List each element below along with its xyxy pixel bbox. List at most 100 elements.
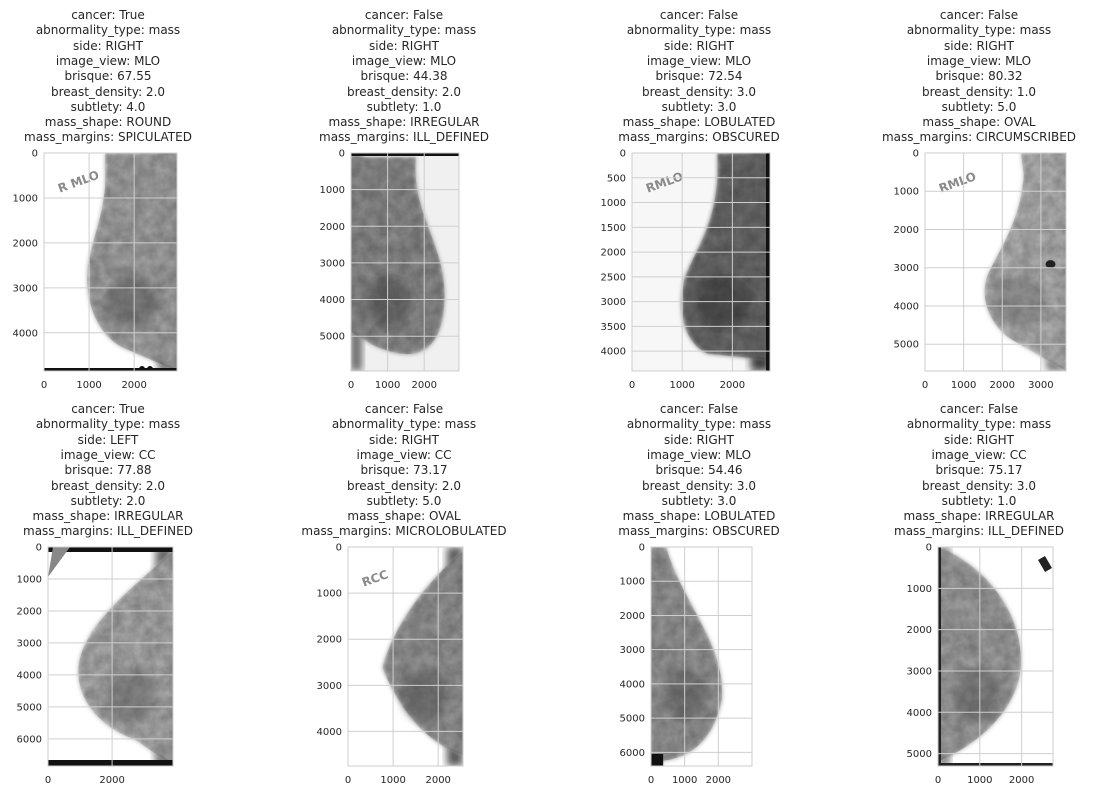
subplot-title-line: cancer: True bbox=[71, 402, 145, 416]
axes-frame bbox=[631, 152, 771, 372]
subplot-title-line: image_view: MLO bbox=[55, 53, 161, 68]
y-tick-label: 1500 bbox=[601, 223, 626, 234]
subplot-title-line: mass_margins: OBSCURED bbox=[618, 524, 780, 539]
subplot-title-line: mass_margins: ILL_DEFINED bbox=[894, 524, 1064, 539]
subplot-title-line: subtlety: 5.0 bbox=[941, 99, 1017, 114]
x-tick-label: 1000 bbox=[76, 380, 101, 391]
subplot-title-line: mass_margins: MICROLOBULATED bbox=[301, 524, 507, 539]
y-tick-label: 3000 bbox=[907, 666, 932, 677]
y-tick-label: 0 bbox=[620, 149, 626, 160]
x-tick-label: 0 bbox=[45, 775, 51, 786]
film-clip bbox=[147, 366, 153, 371]
axes-frame bbox=[43, 152, 178, 372]
x-tick-label: 0 bbox=[629, 380, 635, 391]
film-edge bbox=[651, 754, 664, 766]
subplot-title-line: abnormality_type: mass bbox=[35, 417, 181, 432]
x-tick-label: 1000 bbox=[951, 380, 976, 391]
subplot-title-line: mass_shape: LOBULATED bbox=[622, 509, 776, 524]
subplot-title-line: image_view: CC bbox=[60, 447, 156, 462]
y-tick-label: 4000 bbox=[317, 727, 342, 738]
subplot-title-line: mass_margins: OBSCURED bbox=[618, 130, 780, 145]
subplot-title-line: brisque: 75.17 bbox=[935, 463, 1023, 478]
film-corner bbox=[48, 547, 70, 577]
subplot-title-line: breast_density: 1.0 bbox=[921, 84, 1037, 99]
y-tick-label: 3000 bbox=[601, 297, 626, 308]
y-tick-label: 1000 bbox=[320, 185, 345, 196]
subplot-title-line: image_view: MLO bbox=[351, 53, 457, 68]
film-edge bbox=[48, 547, 173, 552]
subplot-title-line: subtlety: 1.0 bbox=[366, 99, 442, 114]
subplot-title-line: abnormality_type: mass bbox=[906, 417, 1052, 432]
x-tick-label: 1000 bbox=[669, 380, 694, 391]
x-tick-label: 2000 bbox=[990, 380, 1015, 391]
y-tick-label: 4000 bbox=[620, 679, 645, 690]
subplot-title-line: subtlety: 4.0 bbox=[70, 99, 146, 114]
subplot-title-line: breast_density: 3.0 bbox=[921, 478, 1037, 493]
x-tick-label: 2000 bbox=[425, 775, 450, 786]
x-tick-label: 0 bbox=[41, 380, 47, 391]
y-tick-label: 5000 bbox=[907, 749, 932, 760]
subplot-title-line: image_view: MLO bbox=[646, 447, 752, 462]
subplot: RMLO 0 1000 2000 0 500 1000 1500 2000 2500 3000 350… bbox=[601, 149, 771, 391]
subplot-title-line: abnormality_type: mass bbox=[331, 23, 477, 38]
subplot-title-line: mass_shape: OVAL bbox=[347, 509, 461, 524]
axes-frame bbox=[650, 546, 753, 767]
y-tick-label: 3000 bbox=[894, 263, 919, 274]
x-tick-label: 0 bbox=[922, 380, 928, 391]
x-tick-label: 0 bbox=[935, 775, 941, 786]
y-tick-label: 5000 bbox=[320, 332, 345, 343]
subplot-title-line: side: RIGHT bbox=[944, 38, 1014, 53]
subplot-title-line: cancer: False bbox=[939, 402, 1019, 416]
axes-frame bbox=[347, 546, 464, 767]
subplot-title-line: mass_margins: CIRCUMSCRIBED bbox=[881, 130, 1077, 145]
y-tick-label: 0 bbox=[913, 149, 919, 160]
subplot-title-line: side: RIGHT bbox=[664, 432, 734, 447]
subplot-title-line: image_view: MLO bbox=[646, 53, 752, 68]
dense-region bbox=[954, 669, 1001, 723]
y-tick-label: 1000 bbox=[907, 584, 932, 595]
subplot-title-line: subtlety: 5.0 bbox=[366, 493, 442, 508]
y-tick-label: 0 bbox=[36, 543, 42, 554]
subplot-title-line: cancer: True bbox=[71, 8, 145, 22]
subplot-title-line: subtlety: 1.0 bbox=[941, 493, 1017, 508]
x-tick-label: 0 bbox=[348, 380, 354, 391]
subplot-title-line: breast_density: 2.0 bbox=[50, 478, 166, 493]
mammogram-image bbox=[938, 547, 1053, 766]
subplot-title-line: breast_density: 2.0 bbox=[346, 478, 462, 493]
x-tick-label: 1000 bbox=[672, 775, 697, 786]
y-tick-label: 6000 bbox=[17, 734, 42, 745]
subplot-title-line: mass_shape: OVAL bbox=[922, 115, 1036, 130]
y-tick-label: 0 bbox=[336, 543, 342, 554]
x-tick-label: 0 bbox=[345, 775, 351, 786]
mammogram-image bbox=[351, 153, 459, 371]
y-tick-label: 2000 bbox=[320, 222, 345, 233]
y-tick-label: 4000 bbox=[17, 670, 42, 681]
subplot-title-line: mass_margins: ILL_DEFINED bbox=[23, 524, 193, 539]
subplot-title-line: brisque: 67.55 bbox=[64, 69, 152, 84]
y-tick-label: 4000 bbox=[907, 708, 932, 719]
y-tick-label: 4000 bbox=[320, 295, 345, 306]
subplot-title-line: abnormality_type: mass bbox=[626, 417, 772, 432]
y-tick-label: 500 bbox=[607, 173, 626, 184]
mammogram-image bbox=[48, 547, 173, 766]
mammogram-image: RMLO bbox=[925, 153, 1066, 371]
subplot-title-line: brisque: 77.88 bbox=[64, 463, 152, 478]
axes-frame bbox=[350, 152, 460, 372]
x-tick-label: 3000 bbox=[1028, 380, 1053, 391]
subplot-title-line: mass_margins: ILL_DEFINED bbox=[319, 130, 489, 145]
subplot-title-line: image_view: MLO bbox=[926, 53, 1032, 68]
x-tick-label: 2000 bbox=[121, 380, 146, 391]
x-tick-label: 2000 bbox=[99, 775, 124, 786]
subplot-title-line: mass_margins: SPICULATED bbox=[24, 130, 192, 145]
y-tick-label: 0 bbox=[32, 149, 38, 160]
subplot-title-line: side: RIGHT bbox=[369, 38, 439, 53]
view-marker bbox=[1038, 555, 1052, 573]
x-tick-label: 2000 bbox=[720, 380, 745, 391]
x-tick-label: 1000 bbox=[380, 775, 405, 786]
axes-frame bbox=[937, 546, 1054, 767]
y-tick-label: 2000 bbox=[13, 238, 38, 249]
subplot-title-line: brisque: 72.54 bbox=[655, 69, 743, 84]
subplot-title-line: side: LEFT bbox=[77, 432, 139, 447]
circumscribed-mass bbox=[1045, 260, 1056, 269]
